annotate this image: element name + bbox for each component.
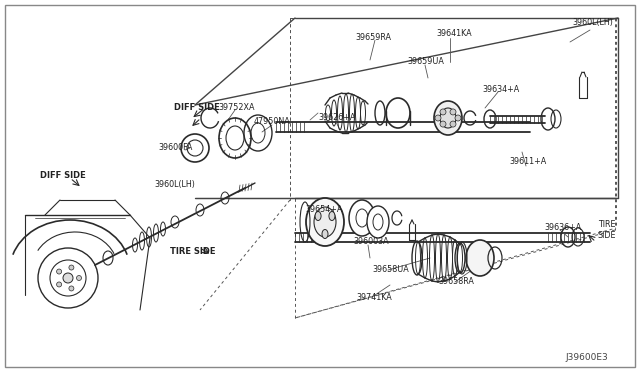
Ellipse shape xyxy=(440,108,456,128)
Ellipse shape xyxy=(306,198,344,246)
Ellipse shape xyxy=(466,240,494,276)
Text: 39611+A: 39611+A xyxy=(509,157,547,167)
Text: 39636+A: 39636+A xyxy=(544,224,581,232)
Text: 39600FA: 39600FA xyxy=(158,142,193,151)
Ellipse shape xyxy=(314,207,336,237)
Ellipse shape xyxy=(434,101,462,135)
Text: 39634+A: 39634+A xyxy=(482,86,519,94)
Circle shape xyxy=(450,121,456,127)
Circle shape xyxy=(69,265,74,270)
Text: 39741KA: 39741KA xyxy=(356,292,392,301)
Text: 39659RA: 39659RA xyxy=(355,33,391,42)
Text: 3960L(LH): 3960L(LH) xyxy=(572,19,613,28)
Text: 39658RA: 39658RA xyxy=(438,276,474,285)
Circle shape xyxy=(440,109,446,115)
Circle shape xyxy=(77,276,81,280)
Text: DIFF SIDE: DIFF SIDE xyxy=(40,170,86,180)
Circle shape xyxy=(440,121,446,127)
Ellipse shape xyxy=(329,212,335,221)
Circle shape xyxy=(435,115,441,121)
Text: TIRE SIDE: TIRE SIDE xyxy=(170,247,216,257)
Text: 39641KA: 39641KA xyxy=(436,29,472,38)
Text: DIFF SIDE: DIFF SIDE xyxy=(174,103,220,112)
Ellipse shape xyxy=(322,230,328,238)
Text: 47950NA: 47950NA xyxy=(254,118,291,126)
Text: TIRE
SIDE: TIRE SIDE xyxy=(598,220,616,240)
Text: 396003A: 396003A xyxy=(353,237,388,247)
Ellipse shape xyxy=(349,200,375,236)
Circle shape xyxy=(450,109,456,115)
Text: 39654+A: 39654+A xyxy=(305,205,342,214)
Text: 39659UA: 39659UA xyxy=(407,58,444,67)
Circle shape xyxy=(455,115,461,121)
Circle shape xyxy=(63,273,73,283)
Circle shape xyxy=(56,282,61,287)
Circle shape xyxy=(69,286,74,291)
Text: J39600E3: J39600E3 xyxy=(565,353,608,362)
Ellipse shape xyxy=(367,206,389,238)
Text: 39658UA: 39658UA xyxy=(372,264,409,273)
Text: 3960L(LH): 3960L(LH) xyxy=(154,180,195,189)
Ellipse shape xyxy=(315,212,321,221)
Text: 39752XA: 39752XA xyxy=(218,103,255,112)
Text: 39626+A: 39626+A xyxy=(318,113,355,122)
Circle shape xyxy=(56,269,61,274)
